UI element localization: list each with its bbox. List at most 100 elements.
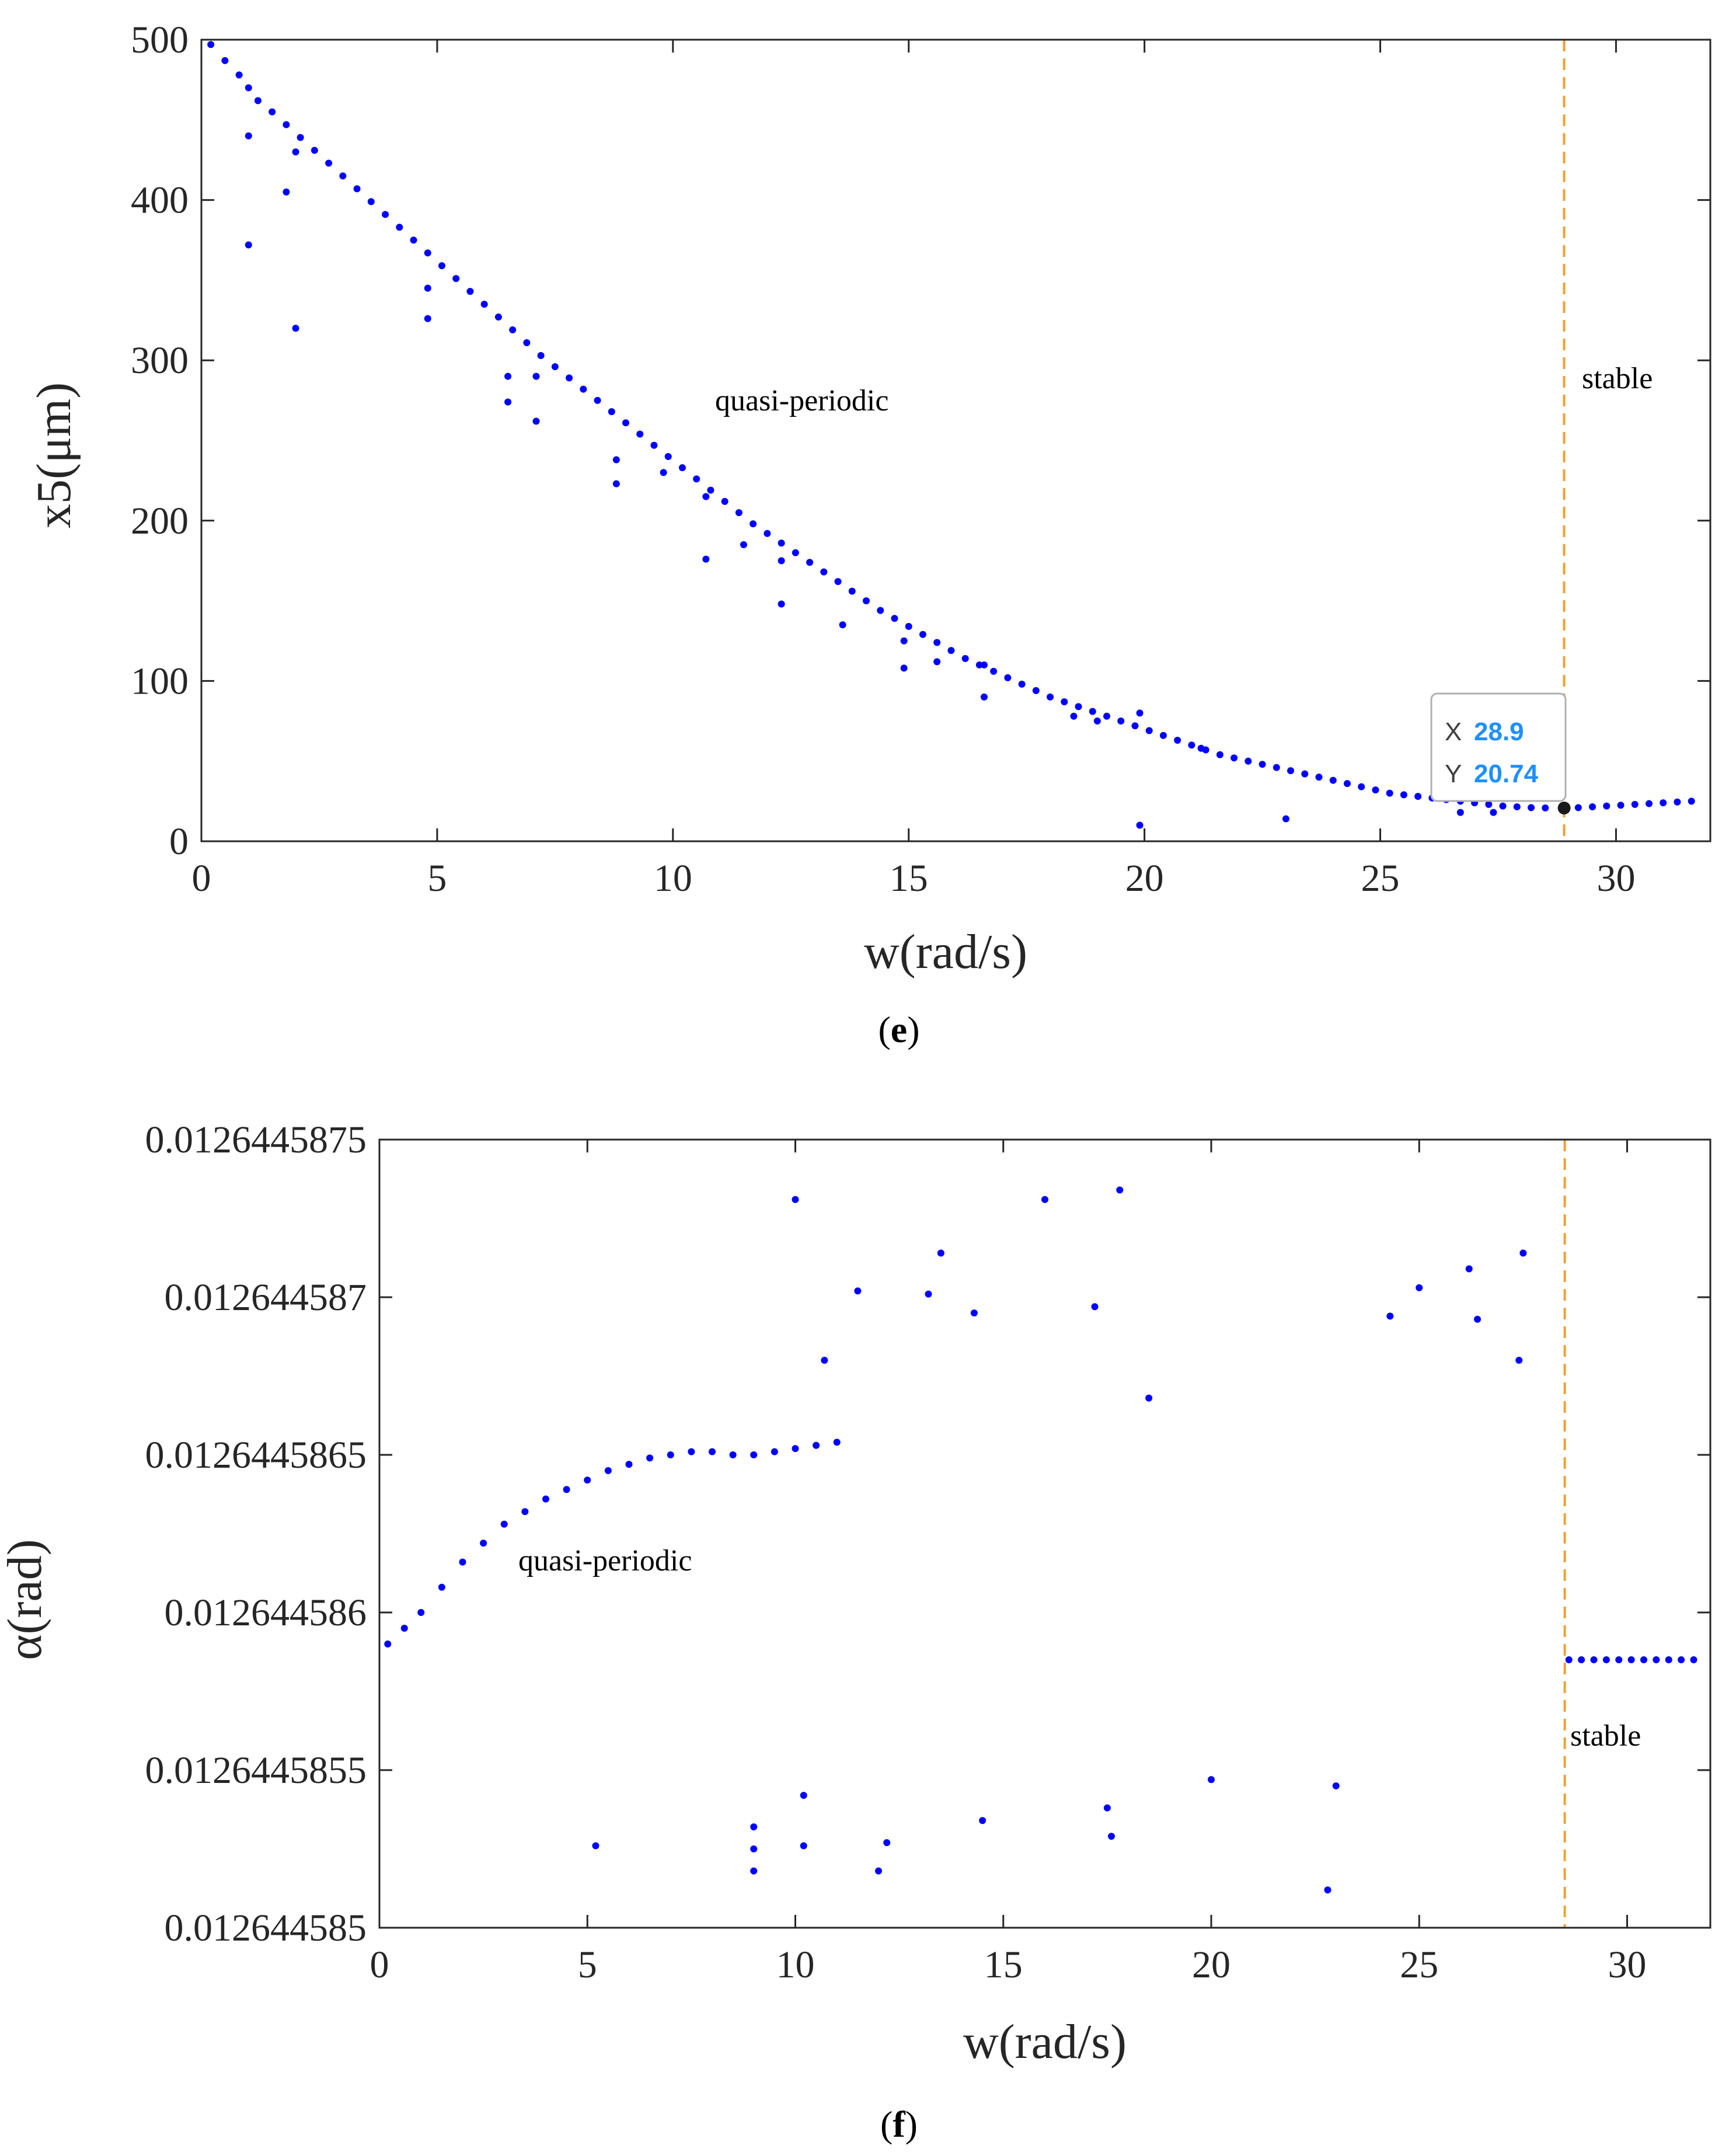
data-point	[235, 71, 243, 79]
data-point	[667, 1451, 674, 1458]
data-point	[848, 587, 856, 595]
data-point	[729, 1451, 737, 1458]
data-point	[771, 1448, 778, 1455]
data-point	[283, 188, 290, 196]
data-point	[800, 1842, 807, 1850]
data-point	[480, 1539, 487, 1547]
data-point	[1400, 791, 1407, 799]
panel-f-ylabel: α(rad)	[0, 1539, 52, 1660]
data-point	[863, 597, 870, 605]
data-point	[1070, 712, 1078, 720]
data-point	[1499, 802, 1507, 810]
data-point	[1230, 754, 1238, 762]
data-point	[325, 159, 333, 167]
data-point	[1372, 786, 1379, 794]
y-tick-label: 500	[131, 19, 189, 61]
data-point	[384, 1640, 392, 1648]
y-tick-label: 0.0126445875	[145, 1119, 367, 1161]
data-point	[1653, 1656, 1660, 1663]
data-point	[1116, 1186, 1124, 1194]
data-point	[1465, 1265, 1473, 1273]
data-point	[1091, 1303, 1099, 1311]
x-tick-label: 20	[1125, 857, 1164, 900]
panel-e-axes-box	[200, 39, 1711, 842]
data-point	[339, 172, 347, 180]
y-tick-label: 0.0126445855	[145, 1749, 367, 1792]
data-point	[494, 314, 502, 321]
x-tick-label: 10	[654, 857, 692, 900]
y-tick-label: 0	[169, 820, 189, 863]
data-point	[521, 1508, 529, 1516]
panel-f-marks	[384, 1186, 1697, 1894]
data-point	[509, 326, 517, 334]
data-point	[1343, 780, 1351, 788]
data-point	[297, 134, 304, 141]
data-point	[612, 456, 620, 464]
data-point	[1282, 815, 1289, 823]
data-point	[608, 408, 615, 416]
x-tick-label: 0	[370, 1943, 389, 1986]
data-point	[542, 1495, 549, 1503]
panel-f: 0 5 10 15 20 25 30 0.012644585 0.0126445855 0.012…	[0, 1119, 1711, 2145]
datatip-x-label: X	[1445, 717, 1462, 746]
data-point	[933, 658, 941, 666]
data-point	[563, 1486, 570, 1493]
data-point	[1590, 1656, 1598, 1663]
data-point	[480, 301, 488, 308]
data-point	[1093, 717, 1101, 725]
data-point	[778, 557, 785, 565]
data-point	[970, 1309, 978, 1316]
data-point	[750, 1845, 758, 1852]
data-point	[778, 600, 785, 608]
data-point	[664, 452, 672, 460]
data-point	[905, 623, 912, 631]
data-point	[792, 1196, 799, 1203]
data-point	[1456, 809, 1464, 816]
data-point	[1188, 741, 1195, 749]
y-tick-label: 100	[131, 660, 189, 702]
x-tick-label: 15	[984, 1943, 1023, 1986]
panel-e-datatip[interactable]: X 28.9 Y 20.74	[1430, 692, 1571, 815]
data-point	[1197, 744, 1205, 752]
data-point	[537, 351, 545, 359]
data-point	[523, 339, 531, 346]
data-point	[1386, 789, 1393, 797]
data-point	[678, 464, 686, 472]
data-point	[778, 539, 785, 547]
data-point	[459, 1558, 466, 1566]
datatip-marker	[1557, 802, 1571, 815]
data-point	[1159, 732, 1167, 739]
data-point	[834, 578, 842, 586]
data-point	[980, 661, 988, 668]
data-point	[792, 549, 799, 556]
data-point	[1678, 1656, 1685, 1663]
y-tick-label: 0.0126445865	[145, 1434, 367, 1476]
data-point	[1660, 799, 1667, 807]
data-point	[1565, 1656, 1573, 1663]
data-point	[1603, 802, 1611, 810]
data-point	[245, 84, 252, 92]
data-point	[367, 198, 375, 206]
data-point	[551, 363, 559, 371]
data-point	[622, 419, 630, 427]
data-point	[532, 417, 540, 425]
panel-e-ylabel: x5(μm)	[27, 382, 81, 528]
data-point	[1485, 800, 1493, 808]
data-point	[594, 396, 601, 404]
x-tick-label: 5	[578, 1943, 597, 1986]
data-point	[1690, 1656, 1697, 1663]
data-point	[424, 315, 431, 322]
data-point	[839, 621, 846, 629]
data-point	[980, 693, 988, 701]
data-point	[410, 236, 417, 244]
data-point	[937, 1249, 944, 1257]
data-point	[750, 520, 757, 528]
data-point	[1117, 717, 1125, 725]
data-point	[883, 1839, 891, 1847]
data-point	[584, 1476, 591, 1484]
datatip-y-value: 20.74	[1474, 760, 1539, 788]
data-point	[1542, 804, 1549, 811]
y-tick-label: 300	[131, 339, 189, 382]
data-point	[919, 631, 926, 638]
